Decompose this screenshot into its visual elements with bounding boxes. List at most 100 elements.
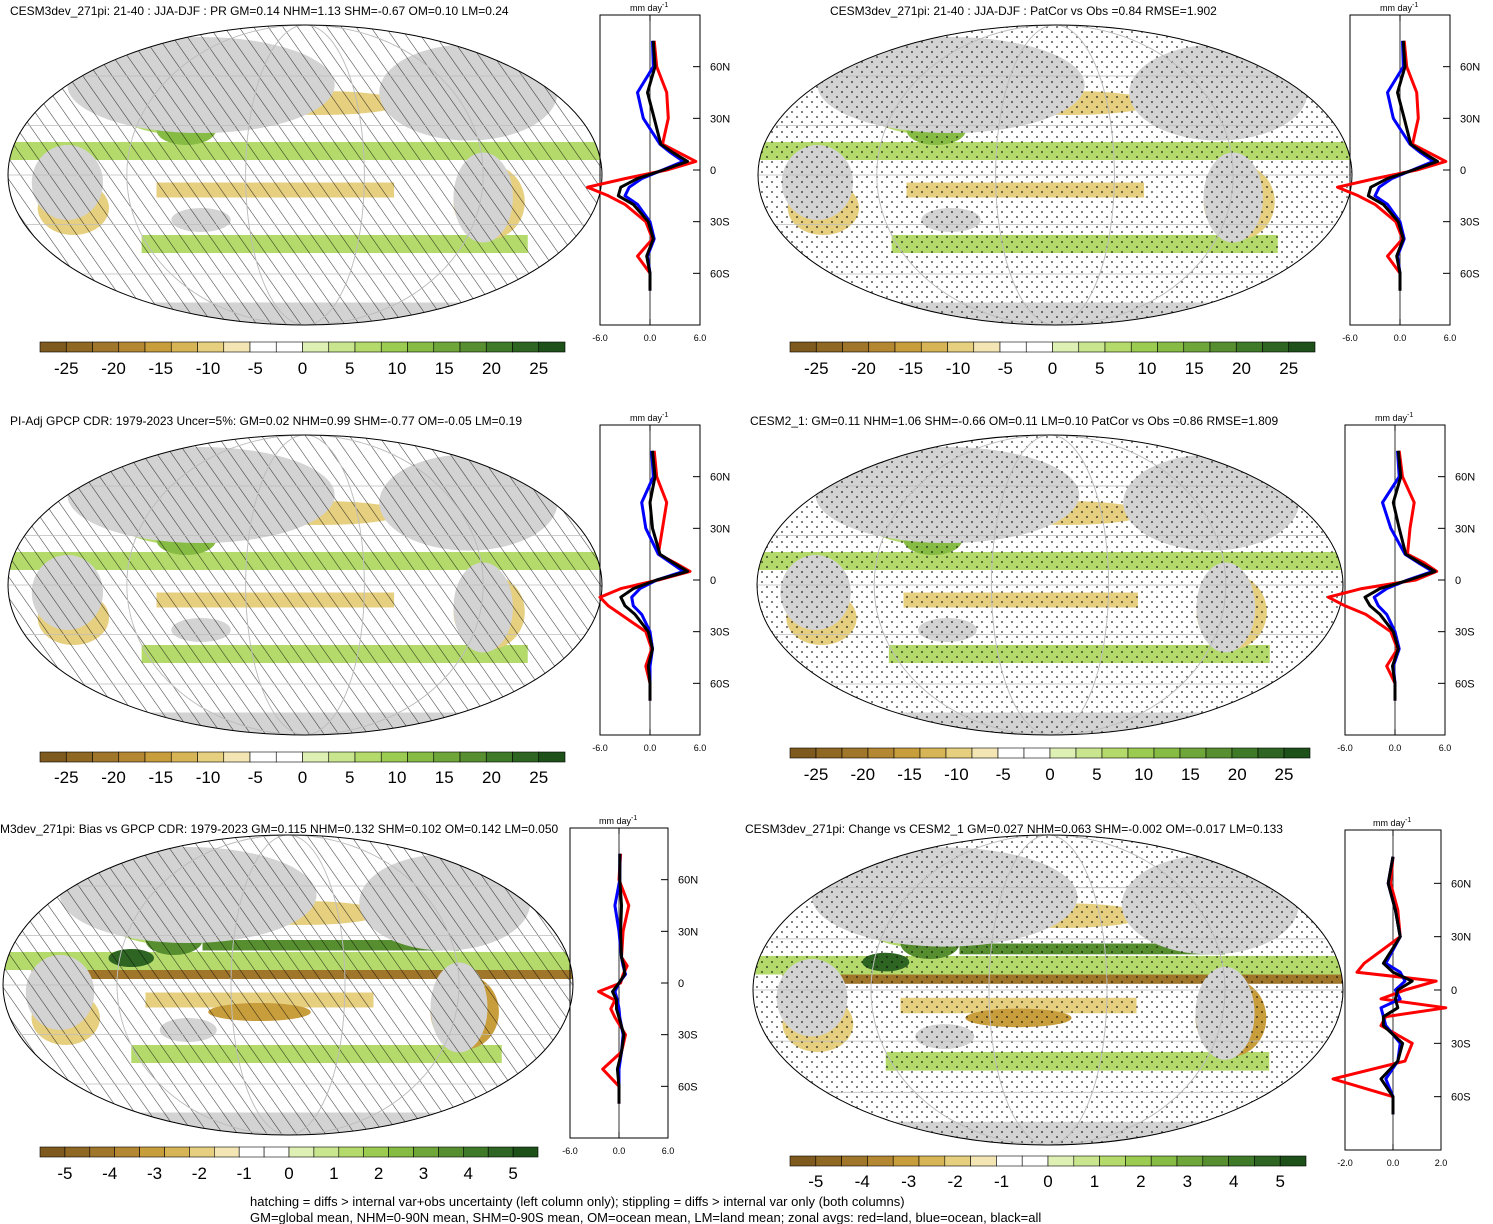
colorbar-label: -5 (57, 1164, 72, 1183)
colorbar-label: -10 (196, 359, 221, 378)
lat-tick-label: 60N (1460, 62, 1480, 74)
zonal-unit-label: mm day-1 (630, 2, 668, 13)
colorbar-box (144, 751, 172, 763)
colorbar-box (275, 751, 303, 763)
colorbar-box (815, 747, 843, 759)
colorbar-label: -3 (901, 1172, 916, 1191)
zonal-average-panel: mm day-1 -6.0 0.0 6.0 60N 30N 0 30S 60S (562, 815, 698, 1156)
zonal-average-panel: mm day-1 -6.0 0.0 6.0 60N 30N 0 30S 60S (1336, 2, 1480, 343)
colorbar-box (919, 747, 947, 759)
panel-title: M3dev_271pi: Bias vs GPCP CDR: 1979-2023… (0, 822, 559, 836)
colorbar-box (197, 751, 225, 763)
colorbar-box (1104, 341, 1132, 353)
colorbar-box (92, 751, 120, 763)
colorbar-box (380, 751, 408, 763)
colorbar-label: -10 (944, 765, 969, 784)
panel-title: CESM3dev_271pi: Change vs CESM2_1 GM=0.0… (745, 822, 1283, 836)
colorbar-label: -15 (148, 359, 173, 378)
colorbar-box (918, 1155, 946, 1167)
colorbar-box (815, 341, 843, 353)
zonal-line-all (1366, 40, 1439, 291)
lat-tick-label: 60S (1455, 678, 1475, 690)
lat-tick-label: 30S (1460, 217, 1480, 229)
colorbar-box (512, 751, 540, 763)
colorbar-label: 0 (284, 1164, 293, 1183)
map-outline (7, 24, 603, 326)
colorbar-box (407, 341, 435, 353)
x-tick-label: 0.0 (1389, 743, 1402, 753)
colorbar-label: -5 (248, 768, 263, 787)
lat-tick-label: 60S (1460, 268, 1480, 280)
x-tick-label: 0.0 (613, 1146, 626, 1156)
x-tick-label: -6.0 (562, 1146, 578, 1156)
colorbar-label: 25 (1275, 765, 1294, 784)
colorbar-box (1176, 1155, 1204, 1167)
colorbar-box (971, 747, 999, 759)
colorbar-box (459, 341, 487, 353)
graticule-meridian (870, 835, 1226, 1145)
lat-tick-label: 30S (710, 627, 730, 639)
colorbar-box (1205, 747, 1233, 759)
colorbar-label: 25 (529, 359, 548, 378)
colorbar-box (538, 341, 566, 353)
colorbar-box (1254, 1155, 1281, 1167)
colorbar-box (139, 1146, 165, 1158)
colorbar-box (413, 1146, 439, 1158)
lat-tick-label: 60S (710, 268, 730, 280)
colorbar-box (789, 341, 817, 353)
zonal-line-all (619, 450, 689, 701)
colorbar-label: 25 (1279, 359, 1298, 378)
colorbar-label: 5 (1092, 765, 1101, 784)
colorbar-box (388, 1146, 414, 1158)
footer-line-2: GM=global mean, NHM=0-90N mean, SHM=0-90… (250, 1210, 1041, 1224)
lat-tick-label: 60S (678, 1081, 698, 1093)
colorbar-box (1209, 341, 1237, 353)
colorbar-label: 10 (1138, 359, 1157, 378)
colorbar: -25 -20 -15 -10 -5 0 5 10 15 20 25 (789, 341, 1316, 378)
colorbar-label: 25 (529, 768, 548, 787)
map-outline (7, 434, 603, 736)
colorbar-label: -5 (998, 359, 1013, 378)
map-body (8, 25, 602, 325)
map-body (757, 435, 1343, 735)
colorbar-box (1150, 1155, 1178, 1167)
zonal-unit-label: mm day-1 (630, 412, 668, 423)
colorbar-box (892, 1155, 920, 1167)
colorbar-label: 4 (464, 1164, 473, 1183)
graticule-meridian (126, 435, 484, 735)
colorbar-box (841, 747, 869, 759)
x-tick-label: 6.0 (662, 1146, 675, 1156)
lat-tick-label: 0 (1455, 575, 1461, 587)
colorbar-label: 15 (435, 768, 454, 787)
graticule-meridian (988, 835, 1108, 1145)
colorbar-box (164, 1146, 190, 1158)
colorbar-label: -20 (101, 768, 126, 787)
zonal-unit-label: mm day-1 (1373, 817, 1411, 828)
x-tick-label: 6.0 (1444, 333, 1457, 343)
lat-tick-label: 30N (678, 926, 698, 938)
colorbar-label: 10 (1134, 765, 1153, 784)
lat-tick-label: 30N (1451, 932, 1471, 944)
colorbar-box (197, 341, 225, 353)
colorbar-label: 10 (388, 768, 407, 787)
colorbar-box (354, 751, 382, 763)
colorbar-label: -10 (196, 768, 221, 787)
colorbar-label: 0 (1048, 359, 1057, 378)
zonal-unit-label: mm day-1 (599, 815, 637, 826)
graticule-meridian (991, 435, 1110, 735)
colorbar-box (487, 1146, 514, 1158)
zonal-unit-label: mm day-1 (1380, 2, 1418, 13)
colorbar-box (867, 747, 895, 759)
colorbar-box (1099, 1155, 1126, 1167)
zonal-line-land (586, 40, 698, 291)
panel-title: CESM3dev_271pi: 21-40 : JJA-DJF : PR GM=… (10, 4, 509, 18)
lat-tick-label: 0 (710, 575, 716, 587)
colorbar-label: 5 (508, 1164, 517, 1183)
x-tick-label: -6.0 (1342, 333, 1358, 343)
colorbar-label: 20 (482, 359, 501, 378)
colorbar-box (1025, 341, 1053, 353)
colorbar-box (538, 751, 566, 763)
x-tick-label: 6.0 (1439, 743, 1452, 753)
colorbar-box (1153, 747, 1181, 759)
